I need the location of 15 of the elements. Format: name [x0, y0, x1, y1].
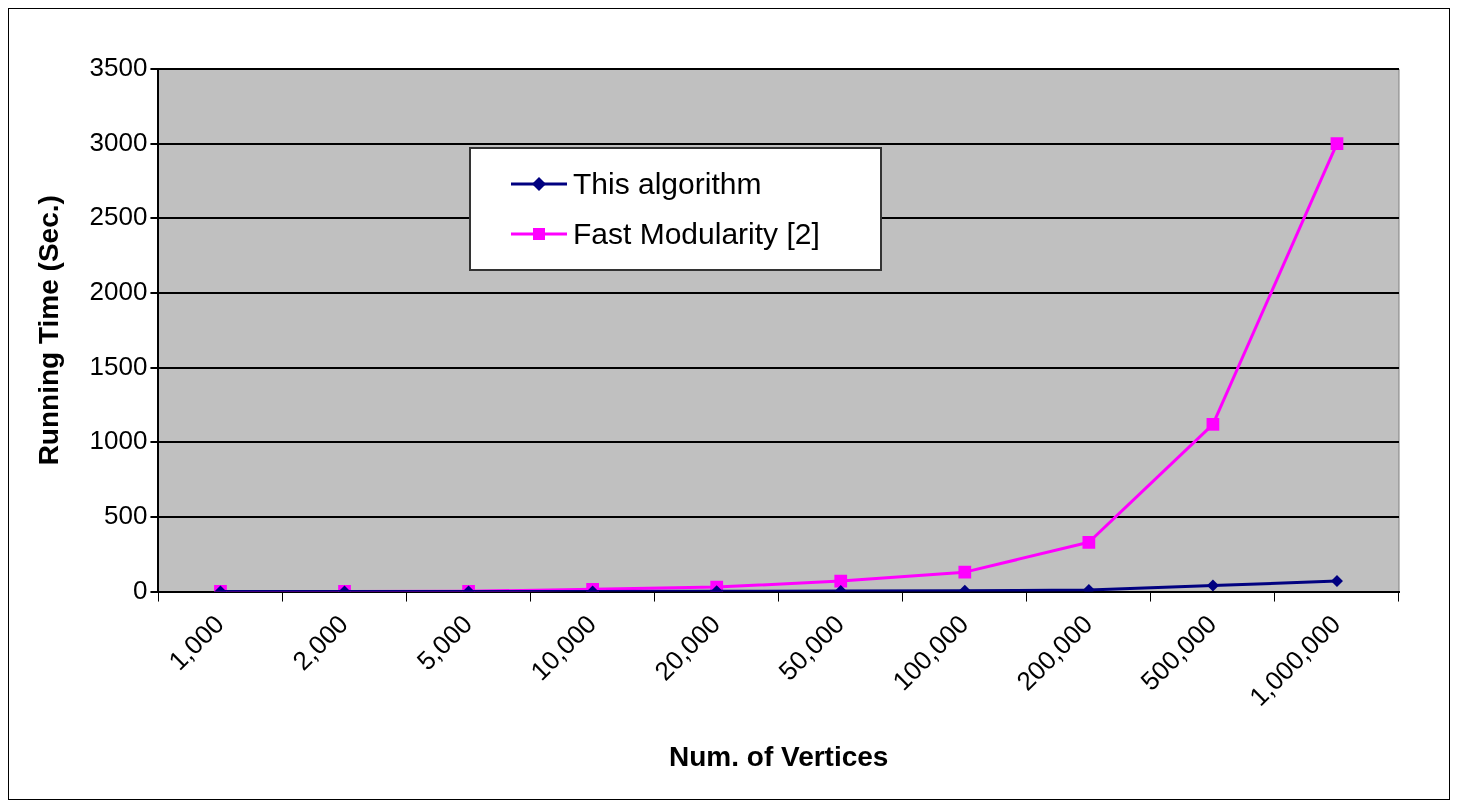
- point: [1082, 535, 1096, 549]
- legend-label: This algorithm: [573, 167, 762, 201]
- y-tick-label: 1500: [89, 350, 148, 381]
- y-tick-label: 2000: [89, 276, 148, 307]
- y-tick-label: 0: [132, 574, 148, 605]
- y-tick-label: 3500: [89, 52, 148, 83]
- legend-label: Fast Modularity [2]: [573, 217, 820, 251]
- y-axis-title: Running Time (Sec.): [32, 195, 64, 466]
- x-axis-title: Num. of Vertices: [669, 740, 889, 772]
- y-tick-label: 2500: [89, 201, 148, 232]
- y-tick-label: 3000: [89, 126, 148, 157]
- point: [1330, 137, 1344, 151]
- y-tick-label: 1000: [89, 425, 148, 456]
- point: [1206, 417, 1220, 431]
- y-tick-label: 500: [104, 500, 148, 531]
